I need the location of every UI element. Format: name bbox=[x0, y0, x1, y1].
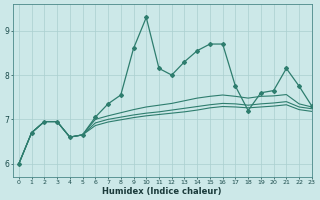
X-axis label: Humidex (Indice chaleur): Humidex (Indice chaleur) bbox=[102, 187, 222, 196]
